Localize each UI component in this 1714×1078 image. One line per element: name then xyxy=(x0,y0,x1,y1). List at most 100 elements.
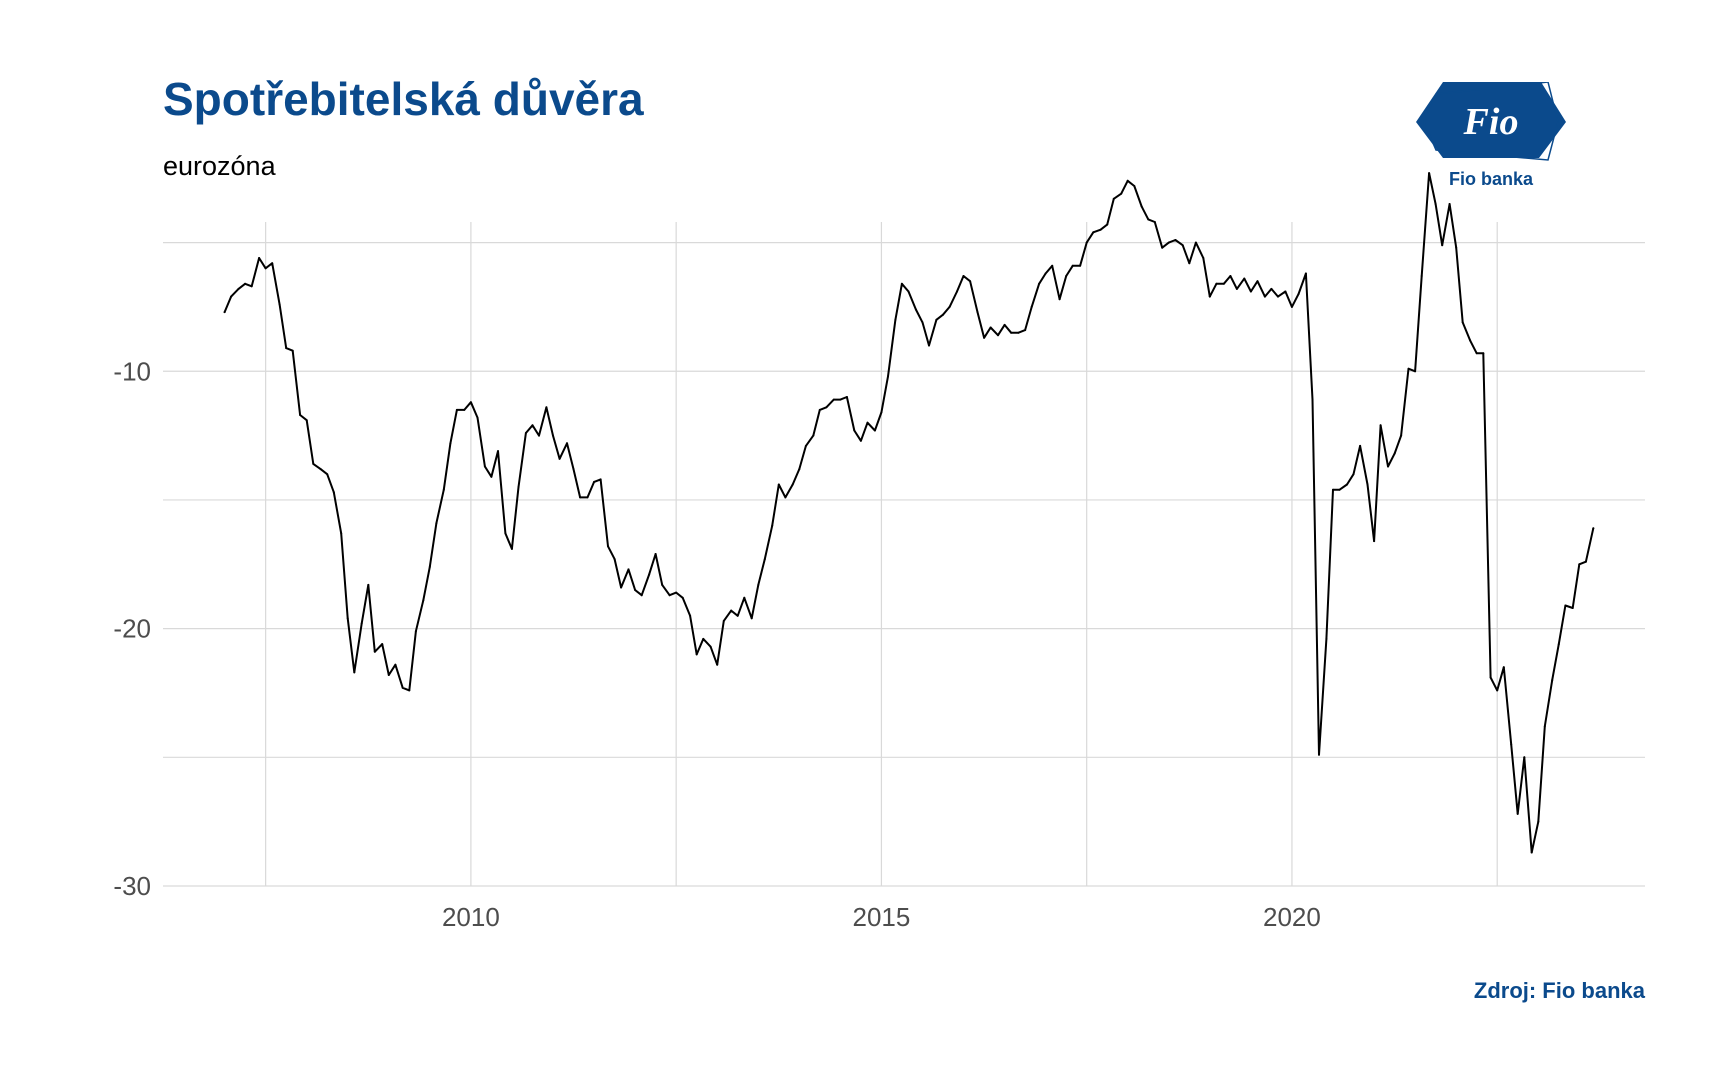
data-point xyxy=(1133,185,1136,187)
data-point xyxy=(340,532,343,535)
data-point xyxy=(599,478,602,481)
data-point xyxy=(1284,290,1287,293)
data-point xyxy=(1222,282,1225,285)
data-point xyxy=(1010,331,1013,334)
data-point xyxy=(948,305,951,308)
data-point xyxy=(997,334,999,337)
data-point xyxy=(1120,192,1123,195)
data-point xyxy=(1243,277,1246,280)
data-point xyxy=(1235,287,1238,290)
data-point xyxy=(1592,527,1595,530)
data-point xyxy=(1194,241,1197,244)
data-point xyxy=(442,488,445,491)
data-point xyxy=(1181,244,1184,247)
data-point xyxy=(654,553,657,555)
data-point xyxy=(1215,282,1218,285)
data-point xyxy=(1564,604,1567,607)
data-point xyxy=(1352,473,1355,476)
data-point xyxy=(332,491,335,494)
data-point xyxy=(1030,305,1033,308)
data-point xyxy=(517,486,520,489)
chart-subtitle: eurozóna xyxy=(163,151,276,181)
data-point xyxy=(777,483,780,486)
data-point xyxy=(285,347,288,350)
data-point xyxy=(1147,218,1150,221)
data-point xyxy=(839,398,842,401)
data-point xyxy=(1578,563,1581,566)
data-point xyxy=(1297,293,1300,296)
data-point xyxy=(586,496,589,499)
data-point xyxy=(620,586,623,589)
data-point xyxy=(1332,488,1334,491)
data-point xyxy=(1161,246,1164,249)
y-tick-label: -10 xyxy=(113,356,151,386)
data-point xyxy=(668,594,671,597)
data-point xyxy=(730,609,733,612)
data-point xyxy=(1359,444,1362,447)
data-point xyxy=(914,308,917,311)
data-point xyxy=(1188,262,1191,265)
data-point xyxy=(1249,290,1252,293)
data-point xyxy=(1338,488,1341,491)
data-point xyxy=(558,457,561,460)
data-point xyxy=(524,432,527,434)
grid-layer xyxy=(163,222,1645,887)
data-point xyxy=(1373,540,1376,543)
data-point xyxy=(299,414,302,416)
data-point xyxy=(1058,298,1061,301)
data-point xyxy=(648,573,651,576)
data-point xyxy=(1208,295,1211,298)
source-note: Zdroj: Fio banka xyxy=(1473,978,1645,1003)
data-point xyxy=(1202,257,1205,259)
data-point xyxy=(1387,465,1389,468)
data-point xyxy=(230,295,233,298)
data-point xyxy=(1571,607,1574,609)
data-point xyxy=(1379,424,1382,427)
data-point xyxy=(1003,323,1006,326)
data-point xyxy=(1311,398,1314,401)
data-point xyxy=(1551,679,1554,682)
data-point xyxy=(1489,676,1492,679)
logo-mark-shape xyxy=(1416,82,1566,158)
data-point xyxy=(1229,275,1232,277)
data-point xyxy=(1434,203,1437,205)
data-point xyxy=(900,282,903,285)
data-point xyxy=(1346,483,1348,486)
data-point xyxy=(736,614,739,617)
data-point xyxy=(1393,452,1396,455)
data-point xyxy=(859,439,862,442)
data-point xyxy=(1407,367,1410,370)
data-point xyxy=(812,434,815,437)
data-point xyxy=(798,468,801,471)
logo-outline xyxy=(1423,82,1559,161)
data-point xyxy=(1153,221,1156,223)
data-point xyxy=(531,424,534,427)
data-point xyxy=(661,583,664,586)
data-point xyxy=(264,267,267,270)
data-point xyxy=(346,617,349,620)
data-point xyxy=(1304,272,1307,275)
data-point xyxy=(640,594,643,597)
data-point xyxy=(743,596,746,599)
data-point xyxy=(818,408,821,411)
data-point xyxy=(1428,172,1431,175)
data-point xyxy=(784,496,787,499)
data-point xyxy=(1455,246,1458,249)
data-point xyxy=(305,419,308,422)
data-point xyxy=(428,565,431,568)
data-point xyxy=(989,326,992,329)
data-point xyxy=(1079,264,1082,267)
data-point xyxy=(634,589,637,591)
data-point xyxy=(1174,239,1177,241)
data-point xyxy=(1537,820,1540,823)
data-point xyxy=(1502,666,1505,669)
data-point xyxy=(319,468,322,471)
data-point xyxy=(373,650,376,653)
data-point xyxy=(538,434,540,437)
data-point xyxy=(845,396,848,398)
data-point xyxy=(956,290,958,293)
data-point xyxy=(545,406,548,409)
y-tick-label: -30 xyxy=(113,871,151,901)
data-point xyxy=(258,257,261,259)
data-point xyxy=(976,311,979,314)
